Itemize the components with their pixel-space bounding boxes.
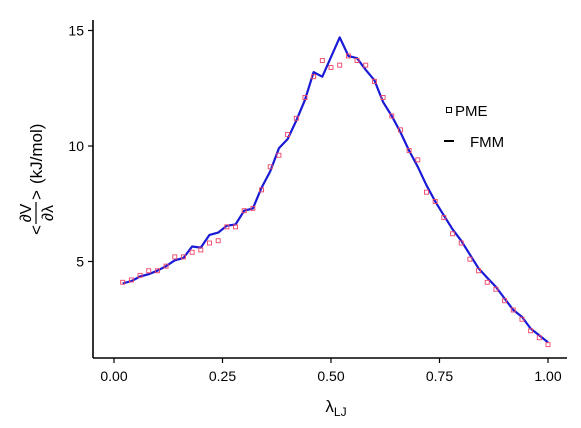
pme-data-point (458, 240, 464, 246)
y-axis-label-denominator: ∂λ (40, 205, 57, 221)
pme-data-point (215, 238, 221, 244)
pme-data-point (328, 65, 334, 70)
y-axis-label-numerator: ∂V (18, 203, 35, 222)
pme-data-point (233, 224, 238, 230)
pme-data-point (137, 272, 143, 278)
plot-area (120, 36, 551, 348)
y-axis-ticks: 5 10 15 (68, 23, 93, 270)
pme-data-point (120, 279, 126, 285)
pme-data-point (545, 342, 551, 348)
x-tick-label: 0.25 (209, 368, 236, 384)
pme-data-point (250, 205, 256, 211)
x-tick-label: 1.00 (534, 368, 561, 384)
pme-data-point (154, 268, 160, 274)
pme-data-point (484, 279, 490, 285)
pme-data-point (371, 78, 377, 84)
pme-data-point (397, 127, 403, 133)
pme-data-point (259, 187, 265, 193)
pme-data-point (241, 208, 247, 214)
y-axis-label-units: (kJ/mol) (27, 124, 46, 184)
pme-data-point (467, 256, 473, 262)
x-tick-label: 0.75 (426, 368, 453, 384)
x-axis-label-subscript: LJ (334, 405, 347, 419)
pme-data-point (528, 328, 534, 334)
pme-data-point (389, 113, 395, 119)
x-tick-label: 0.50 (317, 368, 344, 384)
y-axis-label-right-bracket: > (27, 190, 46, 200)
pme-data-point (293, 115, 299, 121)
pme-data-point (536, 335, 542, 341)
legend: PME FMM (444, 103, 504, 151)
pme-data-point (311, 74, 317, 80)
y-tick-label: 5 (76, 254, 84, 270)
pme-data-point (224, 224, 230, 230)
y-axis-label-left-bracket: < (27, 225, 46, 235)
pme-data-point (337, 62, 343, 68)
pme-data-point (406, 148, 412, 154)
y-tick-label: 15 (68, 23, 84, 39)
pme-data-point (207, 240, 212, 246)
pme-data-point (510, 307, 516, 313)
pme-data-point (163, 263, 169, 269)
pme-data-point (276, 152, 282, 158)
x-axis-ticks: 0.00 0.25 0.50 0.75 1.00 (100, 358, 562, 384)
pme-data-point (319, 58, 325, 63)
pme-data-point (267, 164, 273, 170)
y-tick-label: 10 (68, 138, 84, 154)
pme-data-point (172, 254, 178, 260)
pme-data-point (345, 53, 351, 59)
pme-data-point (380, 95, 386, 100)
legend-fmm-label: FMM (470, 134, 504, 151)
x-axis-label-main: λ (325, 397, 334, 416)
pme-data-point (146, 268, 152, 274)
pme-data-point (198, 247, 204, 253)
pme-data-point (415, 157, 421, 163)
pme-data-point (441, 215, 447, 221)
legend-pme-marker (446, 107, 452, 113)
x-axis-label: λLJ (325, 397, 346, 419)
pme-data-point (363, 62, 369, 68)
pme-data-point (354, 58, 360, 63)
pme-data-point (476, 268, 482, 274)
pme-data-point (432, 198, 438, 204)
pme-data-point (493, 286, 499, 292)
pme-data-point (302, 95, 308, 100)
pme-data-point (519, 316, 525, 322)
pme-data-point (180, 254, 186, 260)
pme-data-point (424, 189, 429, 195)
x-tick-label: 0.00 (100, 368, 127, 384)
pme-data-point (189, 249, 195, 255)
pme-data-point (450, 231, 455, 237)
y-axis-label: < ∂V ∂λ > (kJ/mol) (18, 124, 57, 235)
fmm-series-line (122, 36, 549, 344)
pme-data-point (128, 277, 134, 283)
pme-data-point (285, 131, 291, 137)
pme-data-point (502, 298, 508, 304)
legend-pme-label: PME (455, 103, 488, 120)
